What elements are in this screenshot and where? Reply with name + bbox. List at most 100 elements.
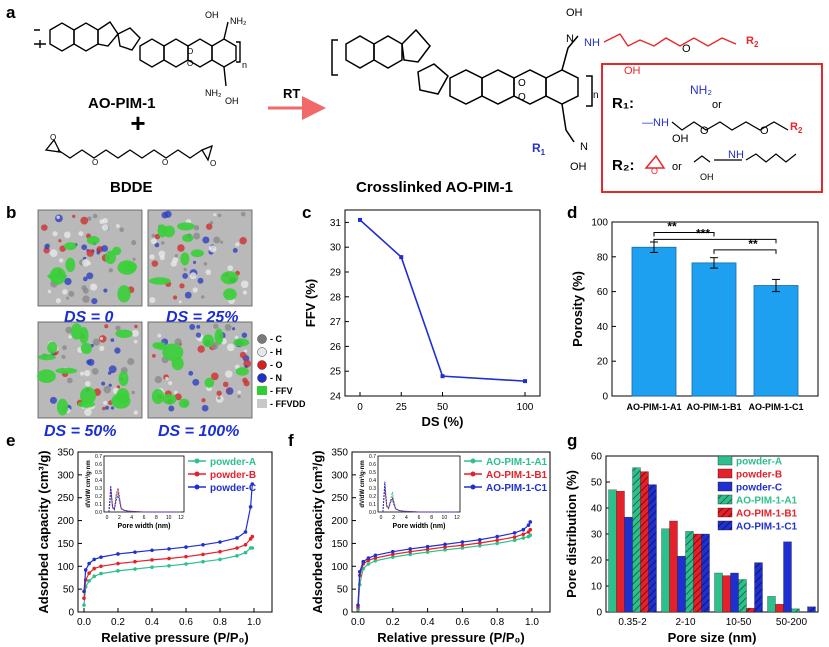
atom	[63, 231, 71, 239]
x-axis-label: Relative pressure (P/P₀)	[377, 630, 524, 645]
x-axis-label: DS (%)	[422, 414, 464, 429]
isotherm-point	[528, 527, 533, 532]
legend-swatch	[257, 360, 267, 370]
isotherm-point	[521, 527, 526, 532]
atom	[87, 216, 92, 221]
free-volume-region	[112, 246, 122, 256]
r1-chain	[671, 121, 789, 131]
isotherm-point	[443, 545, 447, 549]
x-tick-label: 0.4	[421, 617, 435, 628]
legend-swatch	[257, 334, 267, 344]
significance-marker: **	[748, 237, 758, 251]
free-volume-region	[111, 393, 131, 409]
isotherm-point	[357, 569, 362, 574]
pore-bar	[648, 484, 657, 613]
atom	[209, 221, 214, 225]
isotherm-point	[201, 543, 205, 547]
y-tick-label: 40	[597, 322, 609, 333]
isotherm-point	[528, 533, 533, 537]
product-nh: NH	[584, 37, 600, 49]
r1-oxygen-2: O	[760, 125, 769, 137]
oh-label-1: OH	[205, 10, 219, 20]
x-tick-label: 0.35-2	[618, 617, 647, 628]
free-volume-region	[56, 398, 69, 416]
inset-y-tick-label: 0.7	[369, 454, 376, 460]
y-tick-label: 30	[330, 243, 342, 254]
inset-x-tick-label: 10	[442, 515, 448, 521]
r1-oh-text: OH	[672, 133, 689, 145]
atom	[243, 349, 248, 353]
atom	[202, 236, 210, 244]
inset-y-tick-label: 0.6	[369, 462, 376, 468]
atom	[225, 370, 233, 378]
inset-frame	[377, 455, 461, 513]
legend-label: powder-A	[210, 457, 256, 468]
x-tick-label: 0.6	[455, 617, 469, 628]
n-subscript-1: n	[242, 60, 247, 70]
atom	[99, 219, 105, 225]
atom	[82, 258, 90, 267]
atom	[82, 276, 88, 282]
isotherm-line	[83, 547, 253, 606]
product-oh-2: OH	[570, 161, 587, 173]
atom	[158, 250, 166, 258]
atom	[168, 380, 173, 386]
atom	[119, 227, 125, 233]
y-tick-label: 26	[330, 342, 342, 353]
r1-option-nh2: NH₂	[690, 83, 712, 97]
atom	[172, 295, 178, 300]
free-volume-region	[177, 222, 195, 231]
x-tick-label: 25	[396, 402, 408, 413]
reactant-1-name: AO-PIM-1	[88, 95, 156, 112]
isotherm-point	[495, 534, 500, 539]
r2-chain-a	[693, 155, 742, 163]
isotherm-point	[87, 579, 91, 583]
legend-label: powder-C	[210, 483, 256, 494]
legend-label: AO-PIM-1-B1	[736, 509, 798, 520]
x-axis-label: Relative pressure (P/P₀)	[101, 630, 248, 645]
atom	[82, 287, 89, 294]
isotherm-point	[495, 541, 500, 546]
isotherm-point	[443, 548, 447, 552]
significance-marker: ***	[696, 226, 710, 240]
isotherm-point	[361, 559, 366, 564]
legend-marker	[194, 471, 200, 477]
isotherm-point	[521, 532, 526, 537]
pore-bar	[632, 467, 641, 613]
atom	[231, 327, 236, 331]
legend-swatch	[257, 399, 267, 408]
atom	[216, 390, 222, 396]
crosslinked-product-structure	[331, 28, 593, 143]
linker-chain	[603, 33, 737, 47]
free-volume-region	[115, 329, 133, 339]
x-tick-label: 0.0	[77, 617, 91, 628]
atom	[134, 324, 138, 329]
atom	[217, 213, 222, 218]
atom	[133, 339, 138, 344]
atom	[86, 272, 94, 280]
atom	[55, 298, 61, 304]
atom	[110, 406, 115, 410]
inset-line	[108, 485, 181, 513]
isotherm-point	[83, 568, 88, 572]
isotherm-point	[460, 540, 465, 544]
isotherm-line	[357, 529, 531, 608]
significance-bracket	[713, 249, 777, 254]
atom	[114, 347, 121, 354]
legend-swatch	[717, 481, 733, 492]
y-tick-label: 60	[597, 287, 609, 298]
y-tick-label: 100	[591, 218, 608, 229]
reactant-2-name: BDDE	[110, 179, 153, 196]
atom	[49, 396, 57, 404]
atom	[80, 216, 89, 225]
y-tick-label: 350	[57, 448, 74, 459]
free-volume-region	[80, 342, 92, 354]
inset-x-tick-label: 6	[418, 515, 421, 521]
atom	[217, 396, 221, 400]
free-volume-region	[233, 338, 250, 347]
panel-label-b: b	[6, 203, 16, 222]
porosity-bar	[691, 262, 737, 397]
pore-bar	[640, 471, 649, 613]
inset-y-label: dV/dW cm³/g·nm	[359, 460, 366, 507]
